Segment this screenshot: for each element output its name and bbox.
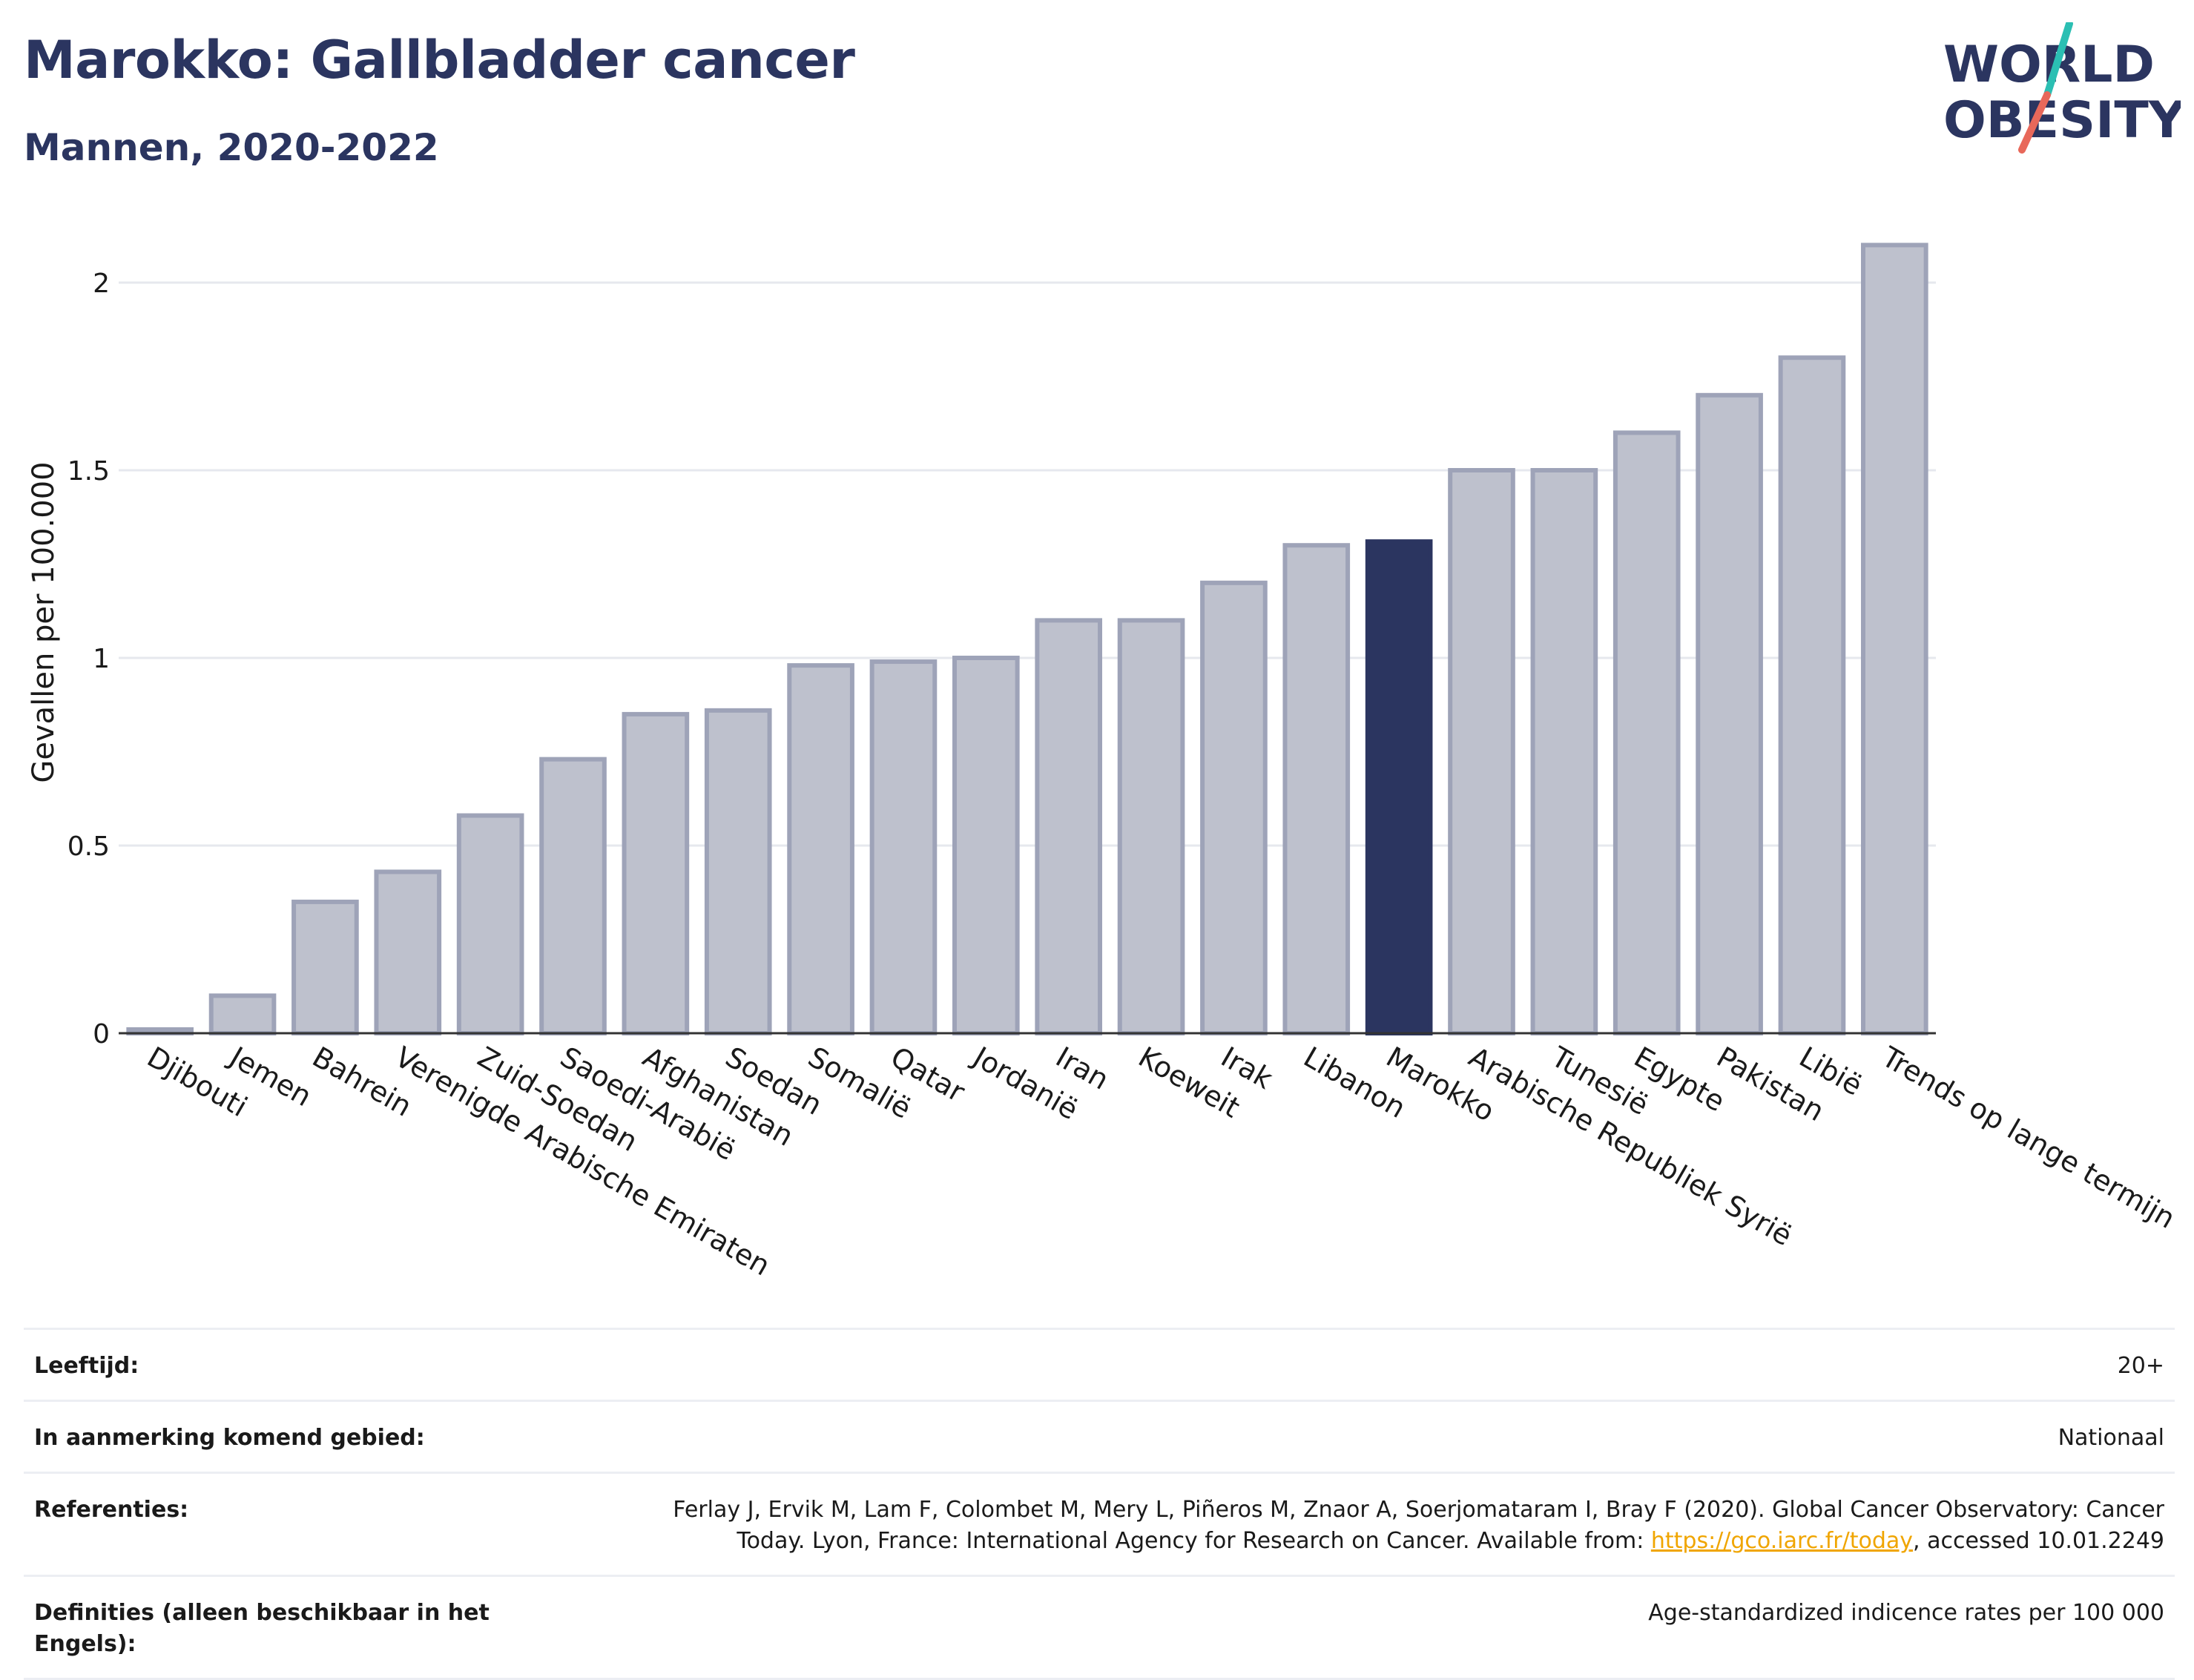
bar-trends-op-lange-termijn <box>1861 243 1928 1035</box>
bar-afghanistan <box>622 711 690 1036</box>
meta-row-definitions: Definities (alleen beschikbaar in het En… <box>24 1575 2175 1680</box>
y-tick-label: 2 <box>93 269 110 299</box>
references-text-line2: Today. Lyon, France: International Agenc… <box>737 1528 1651 1554</box>
bar-pakistan <box>1696 392 1763 1035</box>
bar-iran <box>1035 618 1103 1035</box>
metadata-table: Leeftijd: 20+ In aanmerking komend gebie… <box>24 1328 2175 1680</box>
y-axis-label: Gevallen per 100.000 <box>27 461 61 783</box>
bar-soedan <box>704 708 772 1036</box>
bar-saoedi-arabi- <box>539 757 607 1035</box>
bar-libi- <box>1778 355 1846 1035</box>
bar-libanon <box>1282 543 1351 1035</box>
meta-label-area: In aanmerking komend gebied: <box>34 1425 425 1451</box>
meta-label-references: Referenties: <box>34 1497 189 1523</box>
bars <box>126 243 1928 1036</box>
meta-label-age: Leeftijd: <box>34 1353 139 1379</box>
bar-tunesi- <box>1530 468 1598 1035</box>
chart-title: Marokko: Gallbladder cancer <box>24 30 855 90</box>
bar-arabische-republiek-syri- <box>1448 468 1515 1035</box>
bar-bahrein <box>291 899 359 1036</box>
y-tick-label: 1 <box>93 644 110 674</box>
y-tick-label: 0.5 <box>67 831 110 862</box>
bar-jemen <box>208 993 277 1036</box>
references-text-line1: Ferlay J, Ervik M, Lam F, Colombet M, Me… <box>673 1497 2164 1523</box>
bar-verenigde-arabische-emiraten <box>374 869 442 1036</box>
references-link[interactable]: https://gco.iarc.fr/today <box>1650 1528 1914 1554</box>
bar-somali- <box>787 663 854 1035</box>
bar-marokko <box>1365 539 1433 1035</box>
y-tick-label: 1.5 <box>67 456 110 487</box>
logo-slash-teal <box>2043 22 2073 99</box>
meta-label-definitions: Definities (alleen beschikbaar in het En… <box>34 1600 490 1657</box>
logo-text-obesity: OBESITY <box>1943 91 2181 150</box>
bar-chart: 0 0.5 1 1.5 2 DjiboutiJemenBahreinVerenigde … <box>27 243 2181 1282</box>
meta-value-definitions: Age-standardized indicence rates per 100… <box>1648 1600 2164 1626</box>
chart-subtitle: Mannen, 2020-2022 <box>24 126 439 169</box>
world-obesity-logo: WORLD OBESITY <box>1943 22 2181 154</box>
logo-slash-red <box>2018 91 2051 154</box>
y-tick-label: 0 <box>93 1019 110 1050</box>
meta-value-age: 20+ <box>2117 1353 2164 1379</box>
bar-zuid-soedan <box>456 813 524 1036</box>
meta-row-references: Referenties: Ferlay J, Ervik M, Lam F, C… <box>24 1472 2175 1575</box>
meta-row-area: In aanmerking komend gebied: Nationaal <box>24 1400 2175 1472</box>
bar-jordani- <box>952 656 1020 1035</box>
bar-irak <box>1200 580 1268 1035</box>
bar-koeweit <box>1117 618 1185 1035</box>
y-tick-labels: 0 0.5 1 1.5 2 <box>67 269 110 1050</box>
bar-egypte <box>1612 430 1681 1035</box>
x-tick-label: Trends op lange termijn <box>1876 1040 2181 1235</box>
references-accessed: , accessed 10.01.2249 <box>1913 1528 2164 1554</box>
meta-row-age: Leeftijd: 20+ <box>24 1328 2175 1400</box>
meta-value-area: Nationaal <box>2058 1425 2164 1451</box>
bar-qatar <box>869 659 938 1035</box>
meta-value-references: Ferlay J, Ervik M, Lam F, Colombet M, Me… <box>547 1495 2164 1557</box>
